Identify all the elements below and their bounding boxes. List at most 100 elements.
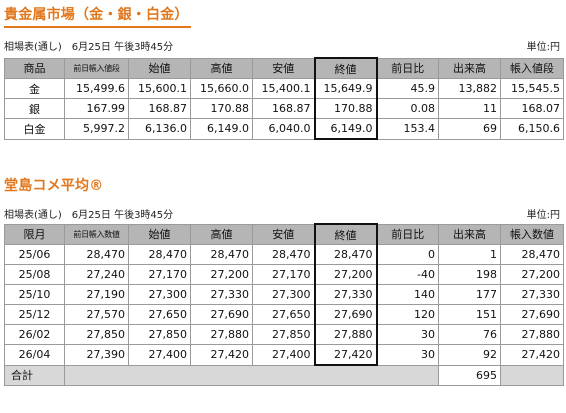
value-cell: 27,200 [190, 264, 253, 285]
table-row: 25/10 27,190 27,300 27,330 27,300 27,330 140 17… [4, 284, 564, 305]
header-cell: 安値 [252, 223, 315, 245]
table-row: 白金 5,997.2 6,136.0 6,149.0 6,040.0 6,149.0 153… [4, 118, 564, 140]
header-cell: 出来高 [438, 223, 501, 245]
value-cell: 27,300 [128, 284, 191, 305]
header-cell: 限月 [4, 223, 65, 245]
total-volume: 695 [438, 364, 501, 386]
value-cell: 30 [376, 344, 439, 366]
header-cell: 前日帳入数値 [64, 223, 129, 245]
value-cell: 27,200 [313, 264, 378, 285]
value-cell: 27,880 [190, 324, 253, 345]
value-cell: 27,850 [128, 324, 191, 345]
value-cell: 28,470 [128, 244, 191, 265]
value-cell: 15,545.5 [500, 78, 564, 99]
value-cell: 28,470 [252, 244, 315, 265]
header-cell: 終値 [313, 223, 378, 245]
value-cell: 27,330 [190, 284, 253, 305]
value-cell: 30 [376, 324, 439, 345]
rice-subtitle: 相場表(通し) 6月25日 午後3時45分 [4, 210, 174, 221]
value-cell: 6,040.0 [252, 118, 315, 140]
total-filler [64, 364, 439, 386]
value-cell: 27,330 [500, 284, 564, 305]
value-cell: 69 [438, 118, 501, 140]
rice-table: 限月 前日帳入数値 始値 高値 安値 終値 前日比 出来高 帳入数値 25/06… [4, 223, 564, 386]
precious-header-row: 商品 前日帳入値段 始値 高値 安値 終値 前日比 出来高 帳入値段 [4, 57, 564, 79]
header-cell: 安値 [252, 57, 315, 79]
value-cell: 27,330 [313, 284, 378, 305]
value-cell: 27,690 [190, 304, 253, 325]
header-cell: 商品 [4, 57, 65, 79]
value-cell: 1 [438, 244, 501, 265]
row-label-cell: 銀 [4, 98, 65, 119]
value-cell: 27,420 [313, 344, 378, 366]
value-cell: 170.88 [190, 98, 253, 119]
value-cell: 6,136.0 [128, 118, 191, 140]
total-row: 合計 695 [4, 364, 564, 386]
header-cell: 帳入値段 [500, 57, 564, 79]
value-cell: 15,600.1 [128, 78, 191, 99]
value-cell: 168.07 [500, 98, 564, 119]
value-cell: 27,400 [128, 344, 191, 366]
header-cell: 高値 [190, 57, 253, 79]
value-cell: 5,997.2 [64, 118, 129, 140]
value-cell: 27,170 [252, 264, 315, 285]
value-cell: 6,149.0 [313, 118, 378, 140]
table-row: 25/12 27,570 27,650 27,690 27,650 27,690 120 15… [4, 304, 564, 325]
value-cell: 15,660.0 [190, 78, 253, 99]
row-label-cell: 金 [4, 78, 65, 99]
total-label: 合計 [4, 364, 65, 386]
value-cell: -40 [376, 264, 439, 285]
value-cell: 27,880 [500, 324, 564, 345]
value-cell: 28,470 [64, 244, 129, 265]
table-row: 26/02 27,850 27,850 27,880 27,850 27,880 30 76 2… [4, 324, 564, 345]
row-label-cell: 25/12 [4, 304, 65, 325]
value-cell: 167.99 [64, 98, 129, 119]
header-cell: 始値 [128, 57, 191, 79]
header-cell: 始値 [128, 223, 191, 245]
value-cell: 27,690 [313, 304, 378, 325]
table-row: 銀 167.99 168.87 170.88 168.87 170.88 0.08 11 168… [4, 98, 564, 119]
row-label-cell: 25/10 [4, 284, 65, 305]
rice-unit: 単位:円 [526, 210, 560, 221]
value-cell: 0 [376, 244, 439, 265]
row-label-cell: 25/06 [4, 244, 65, 265]
table-row: 25/08 27,240 27,170 27,200 27,170 27,200 -40 19… [4, 264, 564, 285]
value-cell: 27,850 [64, 324, 129, 345]
value-cell: 27,420 [190, 344, 253, 366]
value-cell: 28,470 [313, 244, 378, 265]
table-row: 25/06 28,470 28,470 28,470 28,470 28,470 0 1 28,… [4, 244, 564, 265]
header-cell: 前日比 [376, 223, 439, 245]
value-cell: 168.87 [252, 98, 315, 119]
value-cell: 27,300 [252, 284, 315, 305]
value-cell: 170.88 [313, 98, 378, 119]
value-cell: 0.08 [376, 98, 439, 119]
value-cell: 11 [438, 98, 501, 119]
value-cell: 92 [438, 344, 501, 366]
row-label-cell: 26/02 [4, 324, 65, 345]
value-cell: 27,880 [313, 324, 378, 345]
value-cell: 27,650 [128, 304, 191, 325]
value-cell: 27,170 [128, 264, 191, 285]
value-cell: 76 [438, 324, 501, 345]
value-cell: 13,882 [438, 78, 501, 99]
value-cell: 151 [438, 304, 501, 325]
precious-table: 商品 前日帳入値段 始値 高値 安値 終値 前日比 出来高 帳入値段 金 15,4… [4, 57, 564, 140]
value-cell: 15,649.9 [313, 78, 378, 99]
value-cell: 120 [376, 304, 439, 325]
value-cell: 15,499.6 [64, 78, 129, 99]
header-cell: 出来高 [438, 57, 501, 79]
header-cell: 前日比 [376, 57, 439, 79]
value-cell: 198 [438, 264, 501, 285]
value-cell: 27,690 [500, 304, 564, 325]
value-cell: 27,200 [500, 264, 564, 285]
value-cell: 27,850 [252, 324, 315, 345]
value-cell: 28,470 [190, 244, 253, 265]
header-cell: 高値 [190, 223, 253, 245]
value-cell: 168.87 [128, 98, 191, 119]
value-cell: 28,470 [500, 244, 564, 265]
header-cell: 帳入数値 [500, 223, 564, 245]
value-cell: 45.9 [376, 78, 439, 99]
value-cell: 153.4 [376, 118, 439, 140]
value-cell: 27,400 [252, 344, 315, 366]
total-filler [500, 364, 564, 386]
